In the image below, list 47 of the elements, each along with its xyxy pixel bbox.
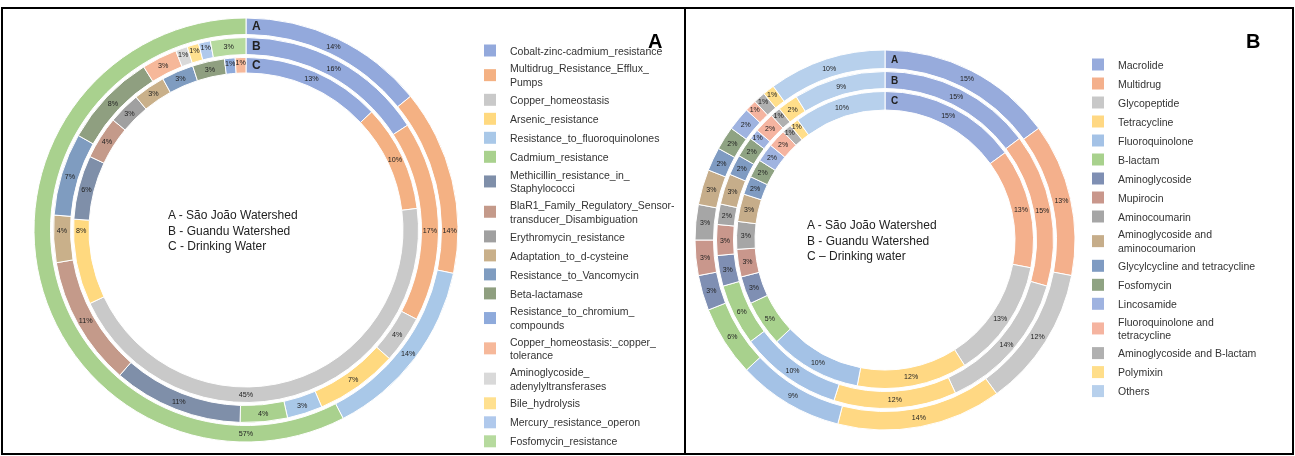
legend-label: Tetracycline xyxy=(1118,115,1174,128)
legend-label: Fosfomycin xyxy=(1118,278,1172,291)
legend-label: Bile_hydrolysis xyxy=(510,397,581,410)
legend-label: Polymixin xyxy=(1118,366,1164,379)
legend-label: Aminoglycoside and aminocoumarion xyxy=(1118,228,1215,255)
legend-label: Fluoroquinolone xyxy=(1118,134,1194,147)
legend-label: Aminoglycoside xyxy=(1118,172,1192,185)
slice-label: C xyxy=(252,58,261,72)
legend-label: Fluoroquinolone and tetracycline xyxy=(1118,315,1217,342)
legend-label: Copper_homeostasis:_copper_tolerance xyxy=(510,335,657,362)
legend-label: Beta-lactamase xyxy=(510,287,584,300)
legend-label: Aminoglycoside_adenylyltransferases xyxy=(510,365,607,392)
legend-label: BlaR1_Family_Regulatory_Sensor-transducer_Disambiguation xyxy=(510,199,676,225)
slice-label: A xyxy=(891,54,899,65)
text: A - São João Watershed xyxy=(807,218,937,232)
legend-label: Arsenic_resistance xyxy=(510,112,599,125)
legend-label: Macrolide xyxy=(1118,58,1164,71)
legend-label: Mupirocin xyxy=(1118,191,1164,204)
legend-label: B-lactam xyxy=(1118,153,1160,166)
slice-label: C xyxy=(891,95,899,106)
legend-label: Adaptation_to_d-cysteine xyxy=(510,249,629,262)
legend-label: Lincosamide xyxy=(1118,297,1178,310)
legend-label: Mercury_resistance_operon xyxy=(510,416,641,429)
text: C - Drinking Water xyxy=(168,239,267,254)
legend-label: Aminocoumarin xyxy=(1118,210,1192,223)
slice-label: A xyxy=(252,19,261,33)
legend-label: Resistance_to_Vancomycin xyxy=(510,268,639,281)
legend-label: Glycylcycline and tetracycline xyxy=(1118,259,1256,272)
legend-label: Methicillin_resistance_in_Staphylococci xyxy=(510,168,630,195)
legend-label: Resistance_to_chromium_compounds xyxy=(510,305,635,331)
legend-label: Fosfomycin_resistance xyxy=(510,435,618,448)
slice-label: B xyxy=(891,75,899,86)
text: B - Guandu Watershed xyxy=(807,233,930,248)
legend-label: Glycopeptide xyxy=(1118,96,1180,109)
legend-label: Aminoglycoside and B-lactam xyxy=(1118,347,1257,360)
legend-label: Multidrug_Resistance_Efflux_Pumps xyxy=(510,62,649,89)
chart-title: B xyxy=(1246,30,1261,52)
legend-label: Erythromycin_resistance xyxy=(510,230,626,243)
legend-label: Cadmium_resistance xyxy=(510,150,609,163)
text: C – Drinking water xyxy=(807,249,906,264)
text: B - Guandu Watershed xyxy=(168,223,291,238)
legend-label: Multidrug xyxy=(1118,77,1162,90)
slice-label: B xyxy=(252,39,261,53)
text: A - São João Watershed xyxy=(168,208,298,222)
legend-label: Resistance_to_fluoroquinolones xyxy=(510,131,660,144)
legend-label: Copper_homeostasis xyxy=(510,93,610,106)
legend-label: Others xyxy=(1118,385,1150,398)
